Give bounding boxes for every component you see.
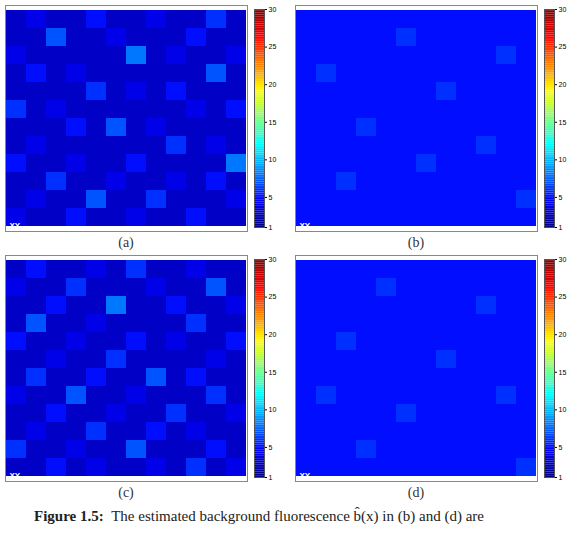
svg-text:15: 15 — [559, 368, 567, 375]
svg-text:20: 20 — [559, 331, 567, 338]
svg-text:5: 5 — [269, 444, 273, 451]
svg-text:25: 25 — [559, 43, 567, 50]
svg-text:5: 5 — [559, 194, 563, 201]
html-text:(c): (c) — [118, 485, 134, 500]
svg-text:10: 10 — [269, 406, 277, 413]
svg-text:20: 20 — [269, 331, 277, 338]
html-text:(b): (b) — [407, 235, 425, 250]
svg-text:15: 15 — [269, 118, 277, 125]
svg-text:XY: XY — [300, 221, 311, 230]
svg-text:1: 1 — [269, 224, 273, 231]
svg-text:30: 30 — [269, 256, 277, 263]
svg-text:5: 5 — [559, 444, 563, 451]
html-text:(d): (d) — [407, 485, 425, 500]
html-text:Figure 1.5: The estimated back: Figure 1.5: The estimated background flu… — [34, 508, 484, 524]
svg-text:30: 30 — [269, 6, 277, 13]
html-text:(a): (a) — [118, 235, 134, 250]
svg-text:25: 25 — [559, 293, 567, 300]
svg-text:15: 15 — [269, 368, 277, 375]
svg-text:30: 30 — [559, 6, 567, 13]
svg-text:15: 15 — [559, 118, 567, 125]
svg-text:10: 10 — [269, 156, 277, 163]
svg-text:10: 10 — [559, 406, 567, 413]
svg-text:20: 20 — [269, 81, 277, 88]
svg-text:5: 5 — [269, 194, 273, 201]
svg-text:XY: XY — [10, 221, 21, 230]
svg-text:30: 30 — [559, 256, 567, 263]
svg-text:XY: XY — [300, 471, 311, 480]
svg-text:20: 20 — [559, 81, 567, 88]
svg-text:10: 10 — [559, 156, 567, 163]
svg-text:25: 25 — [269, 43, 277, 50]
svg-text:1: 1 — [559, 224, 563, 231]
svg-text:XY: XY — [10, 471, 21, 480]
svg-text:1: 1 — [269, 474, 273, 481]
svg-text:1: 1 — [559, 474, 563, 481]
svg-text:25: 25 — [269, 293, 277, 300]
